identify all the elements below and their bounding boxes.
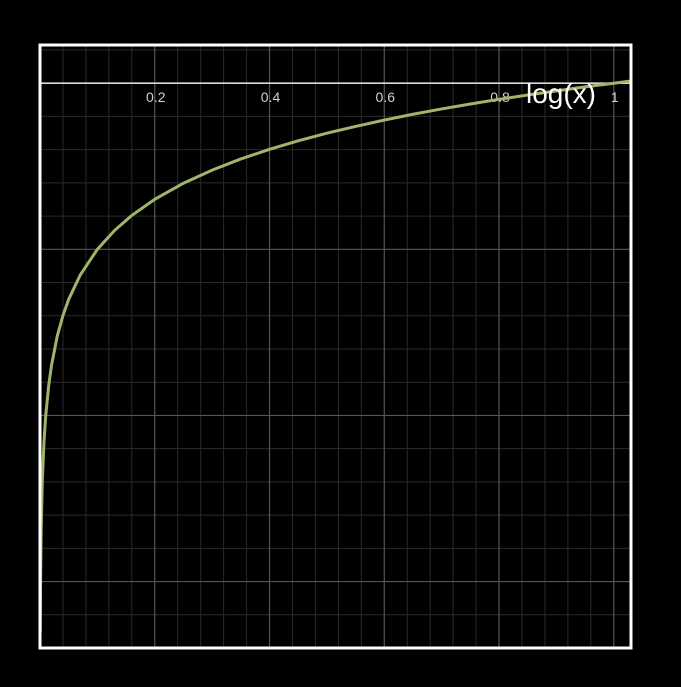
minor-grid xyxy=(40,45,631,649)
x-tick-label: 0.2 xyxy=(146,89,166,105)
plot-background xyxy=(40,45,631,648)
x-tick-labels: 0.2 0.4 0.6 0.8 1 xyxy=(146,89,619,105)
function-label: log(x) xyxy=(526,78,596,109)
series-line-log xyxy=(38,79,633,634)
plot-frame xyxy=(38,43,633,650)
x-tick-label: 0.4 xyxy=(261,89,281,105)
x-tick-label: 1 xyxy=(611,89,619,105)
major-grid xyxy=(40,45,631,648)
x-tick-label: 0.6 xyxy=(376,89,396,105)
